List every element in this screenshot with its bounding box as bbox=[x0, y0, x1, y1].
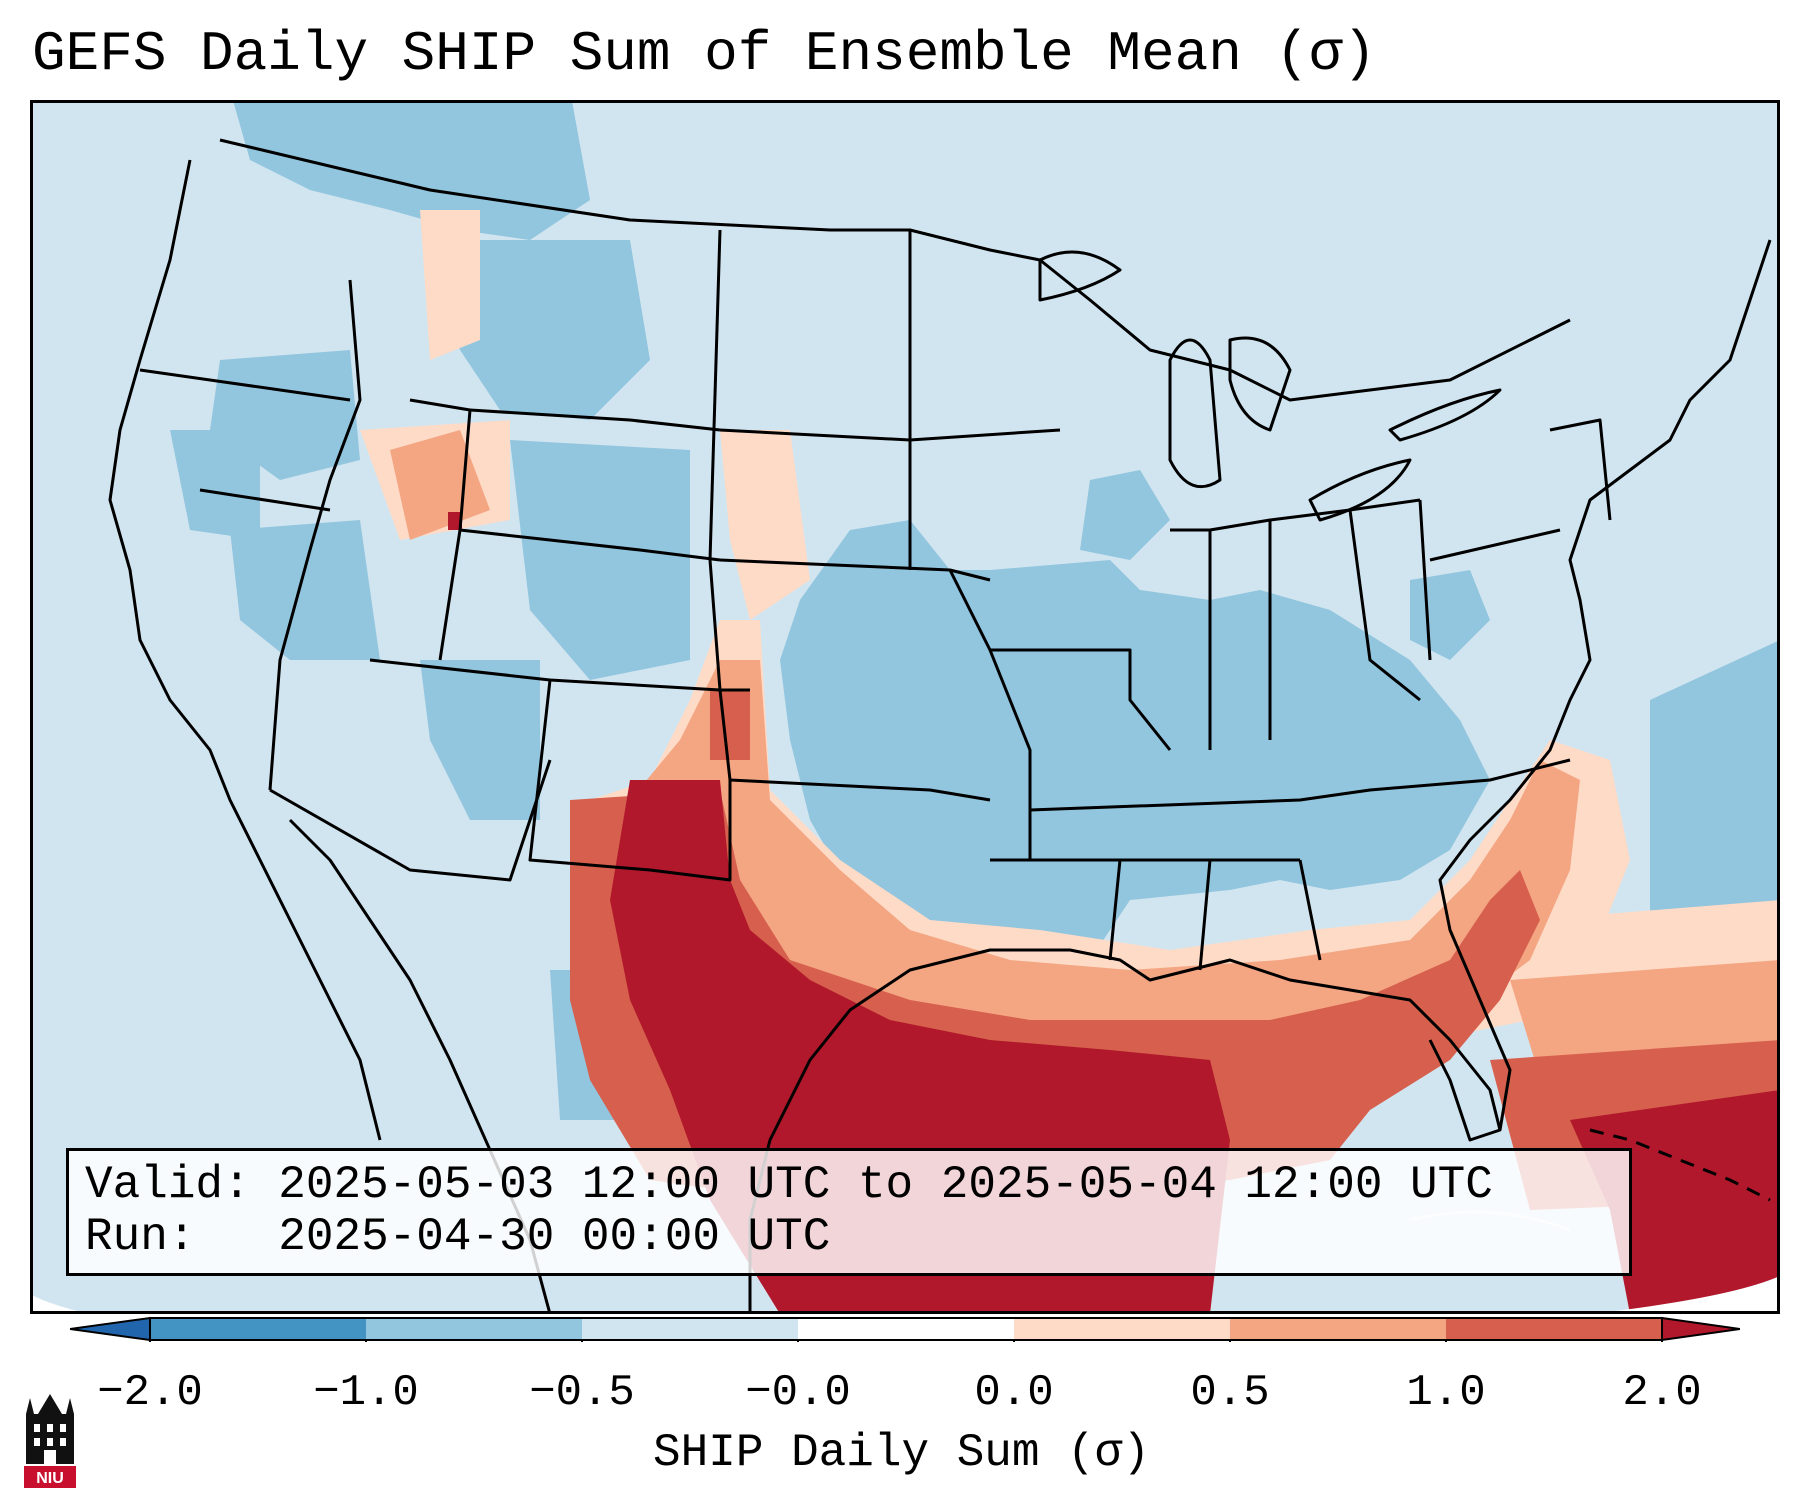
boundaries-layer bbox=[108, 138, 1772, 1314]
colorbar-tick-label: 0.0 bbox=[974, 1368, 1054, 1418]
shading-layer bbox=[30, 100, 1780, 1314]
colorbar bbox=[70, 1316, 1740, 1342]
map-border bbox=[30, 100, 1780, 1314]
valid-time-line: Valid: 2025-05-03 12:00 UTC to 2025-05-0… bbox=[85, 1159, 1493, 1211]
valid-label: Valid: bbox=[85, 1159, 251, 1211]
colorbar-segment bbox=[1446, 1318, 1662, 1340]
map-title: GEFS Daily SHIP Sum of Ensemble Mean (σ) bbox=[32, 22, 1377, 86]
colorbar-segment bbox=[798, 1318, 1014, 1340]
run-label: Run: bbox=[85, 1211, 196, 1263]
colorbar-tick-label: 1.0 bbox=[1406, 1368, 1486, 1418]
map-panel bbox=[30, 100, 1780, 1314]
colorbar-tick-label: −0.5 bbox=[529, 1368, 635, 1418]
run-value: 2025-04-30 00:00 UTC bbox=[278, 1211, 831, 1263]
colorbar-tick-label: 2.0 bbox=[1622, 1368, 1702, 1418]
colorbar-label: SHIP Daily Sum (σ) bbox=[653, 1427, 1150, 1479]
colorbar-tick-label: −1.0 bbox=[313, 1368, 419, 1418]
valid-value: 2025-05-03 12:00 UTC to 2025-05-04 12:00… bbox=[278, 1159, 1493, 1211]
svg-text:NIU: NIU bbox=[36, 1470, 64, 1487]
colorbar-extend-high bbox=[1661, 1316, 1740, 1342]
colorbar-segment bbox=[1230, 1318, 1446, 1340]
colorbar-segment bbox=[1014, 1318, 1230, 1340]
info-box: Valid: 2025-05-03 12:00 UTC to 2025-05-0… bbox=[66, 1148, 1632, 1276]
colorbar-tick-label: −2.0 bbox=[97, 1368, 203, 1418]
colorbar-segment bbox=[150, 1318, 366, 1340]
run-time-line: Run: 2025-04-30 00:00 UTC bbox=[85, 1211, 830, 1263]
colorbar-tick-label: −0.0 bbox=[745, 1368, 851, 1418]
colorbar-segment bbox=[582, 1318, 798, 1340]
colorbar-segment bbox=[366, 1318, 582, 1340]
colorbar-tick-label: 0.5 bbox=[1190, 1368, 1270, 1418]
niu-building-icon: NIU bbox=[24, 1394, 76, 1488]
ship-map bbox=[30, 100, 1780, 1314]
colorbar-extend-low bbox=[70, 1316, 151, 1342]
